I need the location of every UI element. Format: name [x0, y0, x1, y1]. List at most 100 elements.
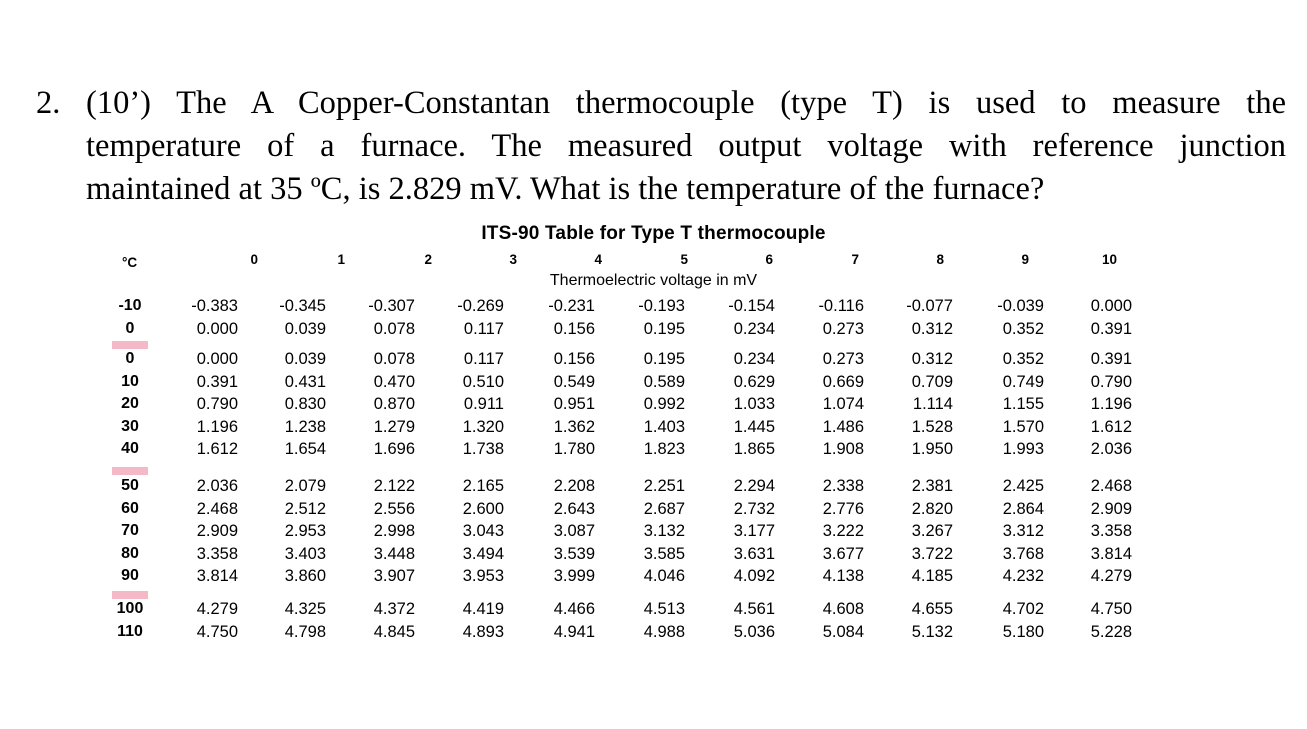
- table-cell: 3.043: [462, 522, 504, 540]
- table-cell: 1.823: [643, 440, 685, 458]
- table-cell: 5.036: [733, 622, 775, 641]
- table-cell: 0.156: [553, 319, 595, 338]
- table-cell: 4.372: [373, 600, 415, 618]
- table-cell: 0.234: [733, 319, 775, 338]
- question-line-2: temperature of a furnace. The measured o…: [86, 128, 1286, 164]
- table-cell: 3.907: [373, 567, 415, 585]
- table-cell: 1.865: [733, 440, 775, 458]
- table-cell: 3.087: [553, 522, 595, 540]
- column-header: 1: [337, 252, 345, 267]
- row-label: 0: [125, 319, 135, 337]
- column-header: 8: [936, 252, 944, 267]
- row-label: 50: [121, 477, 139, 494]
- table-cell: 2.909: [196, 522, 238, 540]
- table-cell: 0.352: [1002, 350, 1044, 368]
- table-cell: 1.654: [284, 440, 326, 458]
- table-cell: 4.655: [911, 600, 953, 618]
- table-cell: 1.033: [733, 395, 775, 413]
- row-label: 110: [117, 622, 143, 640]
- table-cell: 4.702: [1002, 600, 1044, 618]
- table-cell: -0.039: [997, 297, 1044, 315]
- column-header: 3: [509, 252, 517, 267]
- table-cell: -0.269: [457, 297, 504, 315]
- table-cell: 3.403: [284, 544, 326, 563]
- table-cell: 1.696: [373, 440, 415, 458]
- column-header: 6: [765, 252, 773, 267]
- table-cell: 2.425: [1002, 477, 1044, 495]
- table-cell: 1.196: [1090, 395, 1132, 413]
- table-cell: 4.325: [284, 600, 326, 618]
- table-cell: -0.345: [279, 297, 326, 315]
- table-cell: 1.196: [196, 417, 238, 436]
- table-cell: 2.165: [462, 477, 504, 495]
- table-cell: 1.238: [284, 417, 326, 436]
- table-cell: 0.549: [553, 372, 595, 391]
- table-cell: 3.722: [911, 544, 953, 563]
- table-cell: -0.193: [638, 297, 685, 315]
- question-line-1-text: (10’) The A Copper-Constantan thermocoup…: [86, 85, 1286, 121]
- table-cell: 0.629: [733, 372, 775, 391]
- table-cell: 4.046: [643, 567, 685, 585]
- table-cell: 5.084: [822, 622, 864, 641]
- table-cell: 1.908: [822, 440, 864, 458]
- table-cell: 2.294: [733, 477, 775, 495]
- table-cell: 2.687: [643, 499, 685, 518]
- column-header: 10: [1101, 252, 1117, 267]
- question-text: 2. (10’) The A Copper-Constantan thermoc…: [36, 82, 1286, 211]
- table-cell: 1.320: [462, 417, 504, 436]
- column-header: 9: [1021, 252, 1029, 267]
- table-cell: 1.780: [553, 440, 595, 458]
- table-cell: 2.036: [1090, 440, 1132, 458]
- table-cell: 2.251: [643, 477, 685, 495]
- table-cell: 4.750: [196, 622, 238, 641]
- row-label: 10: [121, 372, 139, 390]
- table-cell: 3.448: [373, 544, 415, 563]
- table-cell: 1.279: [373, 417, 415, 436]
- table-cell: 0.000: [1090, 297, 1132, 315]
- table-cell: 1.612: [1090, 417, 1132, 436]
- table-cell: 2.468: [196, 499, 238, 518]
- table-cell: 0.830: [284, 395, 326, 413]
- column-header: 7: [851, 252, 859, 267]
- table-cell: 5.132: [911, 622, 953, 641]
- table-cell: 0.790: [1090, 372, 1132, 391]
- row-label: -10: [118, 297, 142, 314]
- table-title: ITS-90 Table for Type T thermocouple: [0, 223, 1307, 245]
- degree-header: °C: [122, 255, 138, 270]
- table-cell: -0.231: [548, 297, 595, 315]
- table-cell: 4.941: [553, 622, 595, 641]
- table-cell: 4.798: [284, 622, 326, 641]
- table-cell: 2.864: [1002, 499, 1044, 518]
- row-label: 40: [121, 440, 139, 457]
- table-cell: 1.528: [911, 417, 953, 436]
- table-cell: 3.814: [196, 567, 238, 585]
- table-cell: -0.116: [818, 297, 864, 315]
- table-cell: 2.036: [196, 477, 238, 495]
- table-cell: 3.860: [284, 567, 326, 585]
- table-cell: 0.312: [911, 319, 953, 338]
- table-cell: 2.512: [284, 499, 326, 518]
- table-cell: 0.312: [911, 350, 953, 368]
- table-cell: 0.790: [196, 395, 238, 413]
- table-cell: 0.391: [1090, 319, 1132, 338]
- table-cell: 0.117: [463, 350, 504, 368]
- table-cell: 4.138: [822, 567, 864, 585]
- table-cell: 3.312: [1002, 522, 1044, 540]
- table-cell: 1.993: [1002, 440, 1044, 458]
- table-cell: 3.768: [1002, 544, 1044, 563]
- table-cell: 2.122: [373, 477, 415, 495]
- table-cell: 1.738: [462, 440, 504, 458]
- table-cell: 2.998: [373, 522, 415, 540]
- table-cell: 3.267: [911, 522, 953, 540]
- table-cell: 2.909: [1090, 499, 1132, 518]
- table-cell: 0.039: [284, 350, 326, 368]
- table-cell: -0.077: [906, 297, 953, 315]
- row-label: 20: [121, 395, 139, 412]
- question-number: 2.: [36, 85, 61, 121]
- question-line-1: 2. (10’) The A Copper-Constantan thermoc…: [36, 82, 1286, 125]
- table-cell: 3.999: [553, 567, 595, 585]
- table-cell: 0.039: [284, 319, 326, 338]
- table-cell: 0.117: [463, 319, 504, 338]
- group-separator: [112, 341, 148, 349]
